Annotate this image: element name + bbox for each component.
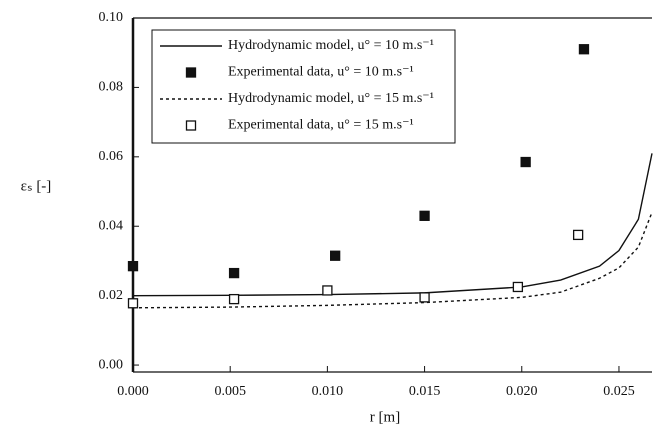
y-tick-label: 0.06 xyxy=(99,149,124,164)
legend-label: Hydrodynamic model, u° = 15 m.s⁻¹ xyxy=(228,91,434,106)
legend-label: Experimental data, u° = 10 m.s⁻¹ xyxy=(228,65,414,80)
y-tick-label: 0.00 xyxy=(99,357,124,372)
x-tick-label: 0.020 xyxy=(506,384,538,399)
marker xyxy=(127,298,139,309)
marker xyxy=(512,281,524,293)
y-axis-label: εₛ [-] xyxy=(21,178,52,194)
y-tick-label: 0.02 xyxy=(99,288,124,303)
x-tick-label: 0.005 xyxy=(214,384,246,399)
x-tick-label: 0.015 xyxy=(409,384,441,399)
y-tick-label: 0.04 xyxy=(99,218,124,233)
legend-marker xyxy=(185,67,197,78)
legend-label: Hydrodynamic model, u° = 10 m.s⁻¹ xyxy=(228,38,434,53)
marker xyxy=(419,292,430,303)
marker xyxy=(419,210,430,221)
marker xyxy=(578,44,590,55)
x-tick-label: 0.000 xyxy=(117,384,149,399)
legend-label: Experimental data, u° = 15 m.s⁻¹ xyxy=(228,118,414,133)
marker xyxy=(127,260,139,272)
legend-box xyxy=(151,29,456,144)
x-tick-label: 0.025 xyxy=(603,384,635,399)
marker xyxy=(572,229,584,241)
marker xyxy=(228,267,240,279)
legend-marker xyxy=(185,120,197,131)
marker xyxy=(520,156,531,168)
marker xyxy=(330,250,341,261)
x-axis-label: r [m] xyxy=(370,409,400,425)
model-line xyxy=(132,153,653,297)
model-line xyxy=(132,212,653,309)
y-tick-label: 0.08 xyxy=(99,80,124,95)
x-tick-label: 0.010 xyxy=(312,384,344,399)
marker xyxy=(228,293,240,305)
marker xyxy=(322,285,333,296)
y-tick-label: 0.10 xyxy=(99,10,124,25)
